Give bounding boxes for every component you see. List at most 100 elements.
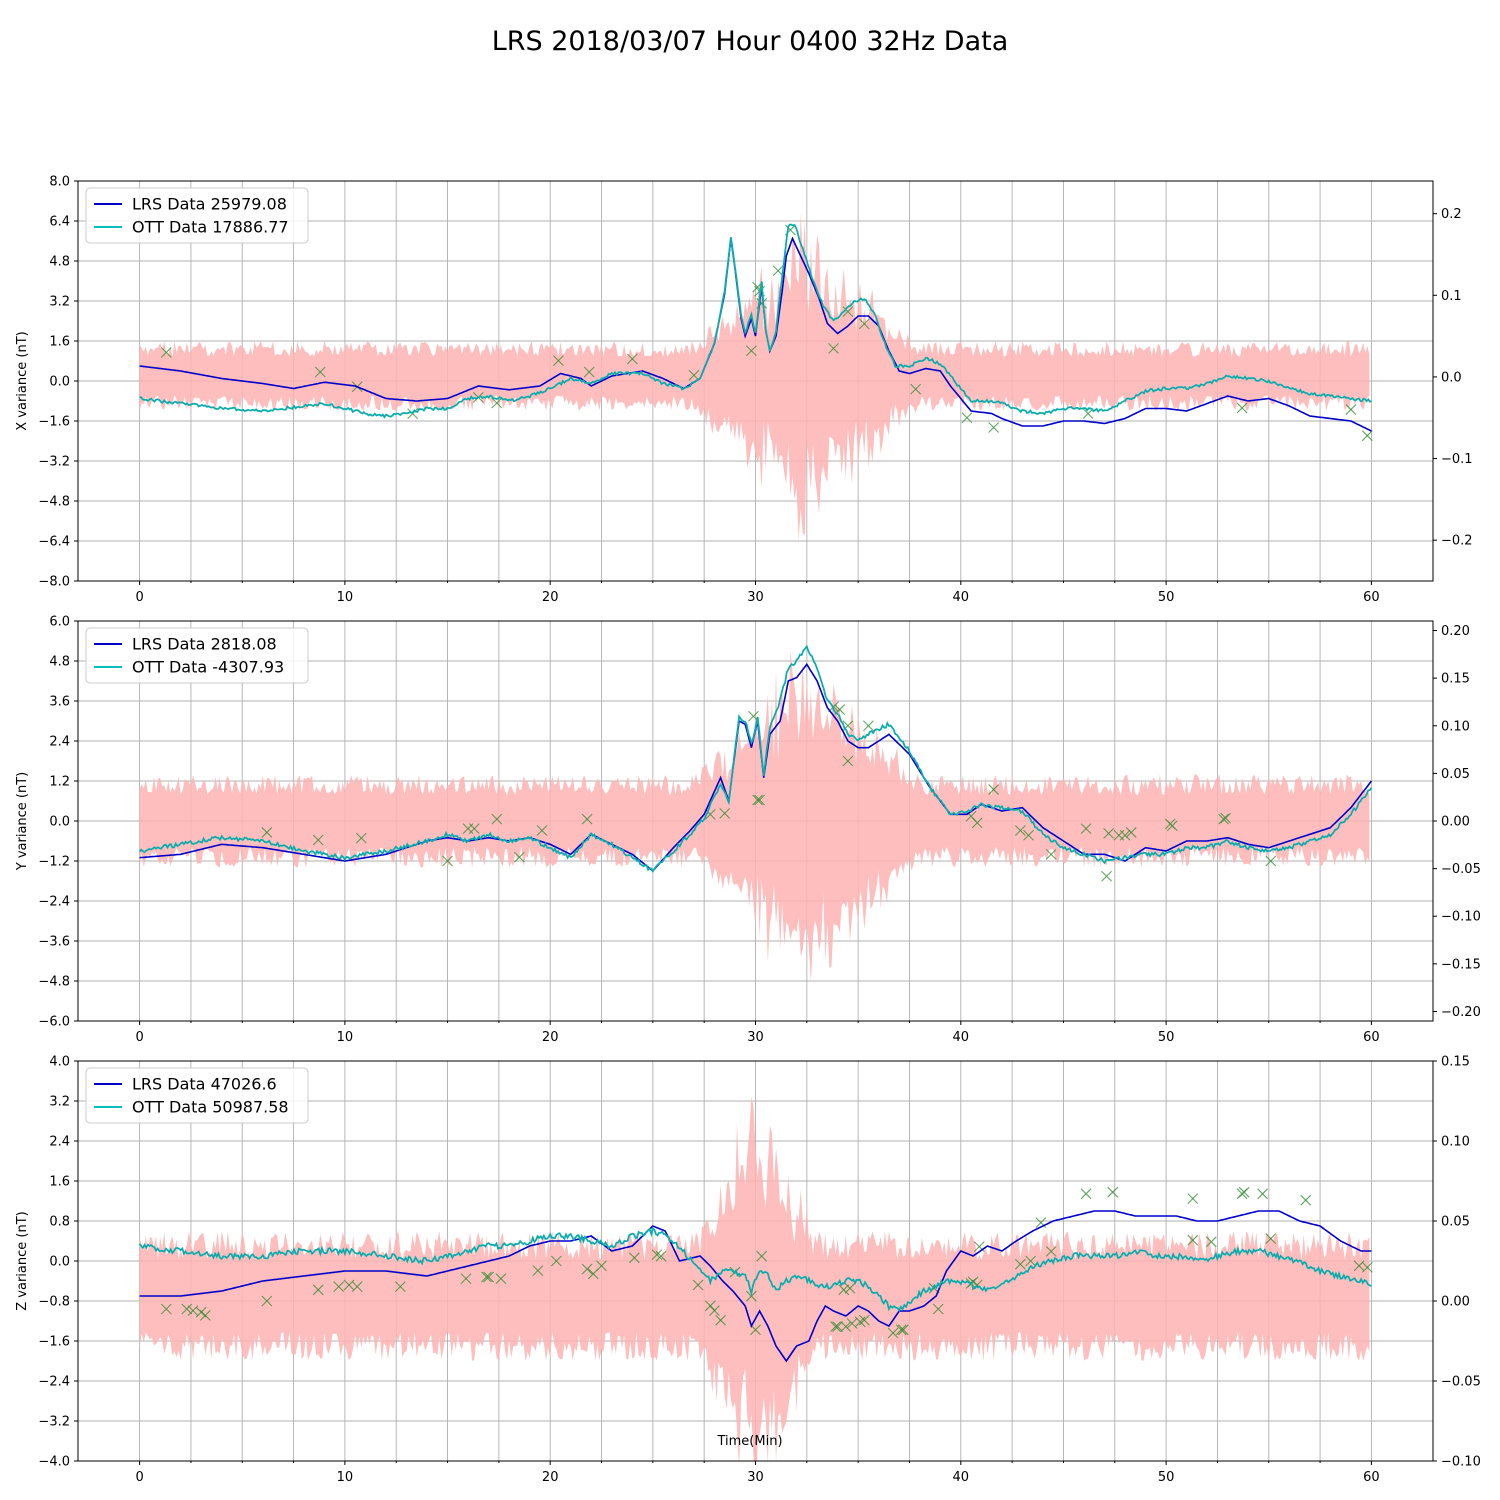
x-marker [1345, 404, 1357, 415]
x-tick-label: 20 [542, 1470, 559, 1485]
x-marker [897, 1324, 909, 1336]
x-tick-label: 20 [542, 1030, 559, 1045]
y2-tick-label: 0.10 [1441, 1135, 1470, 1150]
x-marker-stroke [910, 383, 922, 395]
x-marker-stroke [838, 1284, 850, 1296]
x-marker-stroke [1101, 870, 1112, 882]
x-marker [483, 1271, 494, 1283]
x-marker [1045, 848, 1057, 860]
x-marker [910, 383, 922, 395]
x-marker [626, 353, 638, 365]
y-tick-label: −6.0 [38, 1015, 70, 1030]
legend-label-ott: OTT Data 50987.58 [132, 1098, 289, 1117]
x-marker-stroke [897, 1324, 909, 1336]
x-marker [828, 342, 839, 354]
x-marker [746, 1290, 757, 1302]
x-marker-stroke [746, 345, 757, 357]
x-marker [1082, 408, 1094, 420]
x-marker [491, 397, 503, 409]
x-tick-label: 10 [337, 1030, 354, 1045]
x-marker [752, 794, 763, 806]
ott-series-noise [139, 224, 1372, 419]
x-marker [160, 347, 172, 358]
y-tick-label: −2.4 [38, 1375, 70, 1390]
y-tick-label: 6.4 [49, 215, 70, 230]
x-marker [1187, 1193, 1199, 1204]
y-tick-label: 6.0 [49, 615, 70, 630]
x-variance-panel: 8.0 6.4 4.8 3.2 1.6 0.0 −1.6 −3.2 −4.8 −6.4 −8.0 0.… [15, 175, 1473, 606]
legend-box [85, 1067, 309, 1124]
x-marker-stroke [1345, 404, 1357, 415]
legend: LRS Data 25979.08 OTT Data 17886.77 [85, 187, 309, 244]
x-marker-stroke [1119, 829, 1131, 841]
x-marker-stroke [1082, 408, 1094, 420]
x-marker-stroke [553, 355, 564, 366]
y2-tick-label: −0.10 [1441, 910, 1481, 925]
y2-tick-label: −0.10 [1441, 1455, 1481, 1470]
x-tick-label: 0 [135, 1470, 143, 1485]
x-tick-label: 60 [1363, 1030, 1380, 1045]
y-axis-label: Z variance (nT) [15, 1211, 30, 1310]
y-tick-label: 4.8 [49, 255, 70, 270]
x-marker [1238, 1186, 1250, 1198]
z-variance-panel: 4.0 3.2 2.4 1.6 0.8 0.0 −0.8 −1.6 −2.4 −3.2 −4.0 0.… [15, 1055, 1481, 1486]
figure-title: LRS 2018/03/07 Hour 0400 32Hz Data [491, 26, 1009, 57]
x-marker [1218, 813, 1229, 825]
y-tick-label: 0.0 [49, 1255, 70, 1270]
x-marker [1265, 855, 1277, 867]
x-marker-stroke [719, 807, 731, 819]
y-tick-label: 8.0 [49, 175, 70, 190]
y2-tick-label: −0.15 [1441, 957, 1481, 972]
x-marker [1045, 1246, 1057, 1257]
x-marker-stroke [495, 1273, 507, 1284]
marker-group [261, 701, 1277, 882]
x-marker-stroke [988, 784, 1000, 795]
x-marker [655, 1250, 667, 1262]
x-marker-stroke [1166, 820, 1178, 832]
legend-label-ott: OTT Data -4307.93 [132, 658, 284, 677]
x-marker [1205, 1236, 1217, 1248]
x-marker-stroke [842, 306, 854, 318]
x-marker [1166, 820, 1178, 832]
x-marker [333, 1281, 345, 1292]
legend-label-lrs: LRS Data 2818.08 [132, 635, 277, 654]
y-tick-label: 3.6 [49, 695, 70, 710]
x-marker-stroke [988, 422, 1000, 433]
x-marker [750, 1324, 761, 1336]
x-marker-stroke [195, 1306, 207, 1318]
x-marker-stroke [160, 1303, 172, 1315]
x-marker [553, 355, 564, 366]
x-tick-label: 50 [1158, 1030, 1175, 1045]
x-tick-label: 30 [747, 1470, 764, 1485]
difference-band [139, 651, 1370, 983]
x-marker-stroke [704, 808, 716, 820]
x-marker [844, 1282, 856, 1294]
ott-series-noise [139, 645, 1372, 873]
x-tick-label: 20 [542, 590, 559, 605]
x-marker [1101, 870, 1112, 882]
x-marker [692, 1279, 704, 1291]
y-tick-label: 1.6 [49, 335, 70, 350]
y2-tick-label: 0.15 [1441, 1055, 1470, 1070]
x-marker-stroke [1187, 1193, 1199, 1204]
x-marker-stroke [1218, 813, 1229, 825]
x-marker-stroke [748, 710, 759, 722]
y-tick-label: 1.2 [49, 775, 70, 790]
y-tick-label: −3.2 [38, 1415, 70, 1430]
x-marker [442, 855, 453, 867]
x-marker [1361, 1262, 1373, 1273]
x-marker [715, 1314, 726, 1326]
x-marker [842, 306, 854, 318]
x-marker-stroke [973, 1241, 985, 1252]
x-marker [1023, 829, 1034, 841]
x-tick-label: 0 [135, 590, 143, 605]
x-marker [1080, 823, 1092, 835]
x-marker-stroke [1265, 1233, 1277, 1244]
x-marker [199, 1310, 211, 1321]
x-marker [261, 827, 273, 838]
x-tick-label: 30 [747, 1030, 764, 1045]
x-marker [351, 1281, 363, 1292]
x-marker-stroke [581, 813, 593, 825]
x-marker-stroke [754, 794, 765, 806]
x-marker [854, 1316, 866, 1328]
